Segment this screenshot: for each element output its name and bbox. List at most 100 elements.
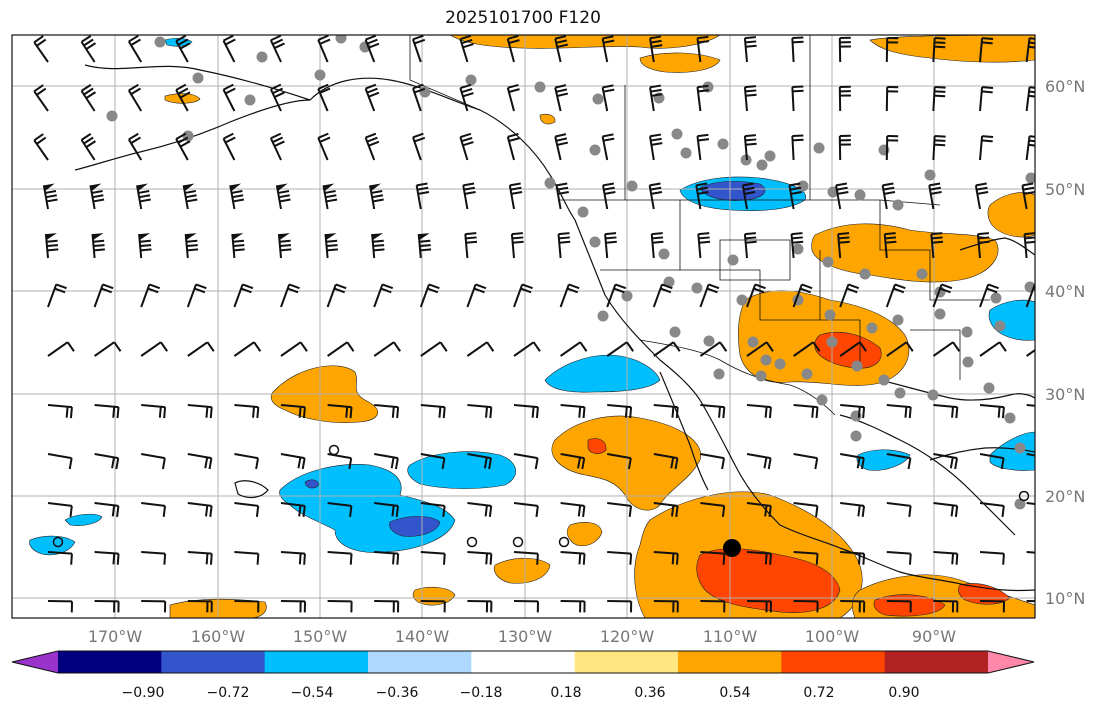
wind-barb [1026,404,1035,407]
station-dot [192,72,204,84]
station-dot [419,86,431,98]
wind-barb [322,183,338,210]
station-dot [927,389,939,401]
wind-barb [791,36,804,63]
station-dot [621,290,633,302]
wind-barb [793,551,819,565]
calm-marker [52,536,64,548]
positive-anomaly-region [493,557,551,584]
wind-barb [317,35,331,63]
longitude-labels: 170°W 160°W 150°W 140°W 130°W 120°W 110°… [88,627,956,646]
positive-anomaly-region [539,113,556,125]
wind-barb [93,283,114,308]
station-dot [717,138,729,150]
lon-label: 110°W [703,627,758,646]
wind-barb [885,86,899,112]
colorbar-tick-label: −0.72 [207,685,250,701]
wind-barb [560,551,586,565]
station-dot [1004,412,1016,424]
wind-barb [327,502,353,517]
station-dot [589,144,601,156]
wind-barb [420,502,446,517]
wind-barb [459,35,474,63]
wind-barb [140,341,168,357]
station-dot [878,374,890,386]
wind-barb [184,233,199,259]
station-dot [892,314,904,326]
wind-barb [371,233,385,259]
wind-barb [222,132,236,161]
wind-barb [886,341,914,357]
wind-barb [175,83,191,112]
wind-barb [746,283,766,308]
wind-barb [932,135,946,161]
wind-barb [1021,182,1035,210]
wind-barb [187,551,213,565]
wind-barb [699,283,720,308]
station-dot [797,180,809,192]
colorbar [11,650,1035,674]
wind-barb [513,341,541,357]
wind-barb [373,283,394,308]
wind-barb [838,85,851,112]
station-dot [1025,172,1035,184]
wind-barb [886,453,912,470]
wind-barb [47,341,75,357]
station-dot [774,358,786,370]
wind-barb [979,341,1007,357]
colorbar-tick-label: 0.72 [803,685,834,701]
anomaly-shading [29,35,1035,618]
wind-barb [653,404,679,419]
wind-barb [233,341,262,357]
wind-barb [976,232,990,259]
wind-barb [229,183,245,210]
wind-barb [374,600,400,613]
station-dot [592,93,604,105]
wind-barb [47,453,73,470]
wind-barb [606,283,627,308]
wind-barb [979,135,994,161]
wind-barb [47,502,73,517]
wind-barb [979,600,1005,613]
wind-barb [607,404,633,419]
station-dot [854,189,866,201]
colorbar-tick-labels: −0.90 −0.72 −0.54 −0.36 −0.18 0.18 0.36 … [122,685,920,701]
wind-barb [700,404,726,419]
wind-barb [560,453,586,470]
wind-barb [652,283,673,308]
wind-barb [47,551,73,565]
colorbar-extend-low [12,651,58,673]
wind-barb [182,183,198,210]
station-dot [755,370,767,382]
strong-positive-anomaly-region [873,594,946,617]
station-dot [106,110,118,122]
wind-barb [930,232,944,259]
calm-marker [466,536,478,548]
wind-barb [364,132,380,161]
colorbar-segment [574,651,679,673]
wind-barb [269,132,285,161]
wind-barb [1023,232,1035,259]
station-dot [756,159,768,171]
wind-barb [695,182,709,210]
wind-barb [222,35,236,63]
wind-barb [840,453,865,470]
lon-label: 150°W [293,627,348,646]
wind-barb [374,502,400,517]
wind-barb [47,283,67,308]
wind-barb [94,341,122,357]
negative-anomaly-region [989,431,1035,471]
station-dot [801,368,813,380]
wind-barb [886,502,912,517]
wind-barb [327,404,353,419]
wind-barb [979,86,994,112]
station-dot [658,248,670,260]
colorbar-tick-label: 0.36 [634,685,665,701]
station-dot [1014,442,1026,454]
wind-barb [280,453,306,470]
wind-barb [420,341,448,357]
wind-barb [513,502,539,517]
wind-barb [234,551,260,565]
wind-barb [326,283,347,308]
wind-barb [793,600,819,613]
